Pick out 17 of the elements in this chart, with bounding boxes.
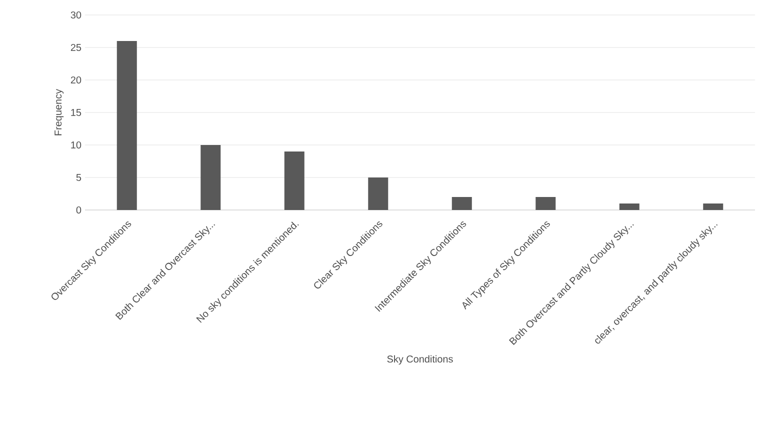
y-tick-label: 10 xyxy=(71,141,82,149)
bar xyxy=(368,177,388,210)
x-axis-title: Sky Conditions xyxy=(387,355,453,365)
bar xyxy=(452,196,472,210)
y-tick-label: 5 xyxy=(76,174,82,181)
bar xyxy=(536,196,556,210)
bar xyxy=(284,151,304,210)
y-axis-title: Frequency xyxy=(54,88,64,136)
y-tick-label: 15 xyxy=(71,109,82,116)
y-tick-label: 30 xyxy=(70,11,82,19)
bar xyxy=(116,40,137,210)
bar xyxy=(703,203,724,210)
bar xyxy=(619,203,640,210)
y-tick-label: 20 xyxy=(70,76,82,84)
y-tick-label: 25 xyxy=(70,44,82,52)
y-tick-label: 0 xyxy=(76,206,82,214)
bar xyxy=(200,144,221,210)
